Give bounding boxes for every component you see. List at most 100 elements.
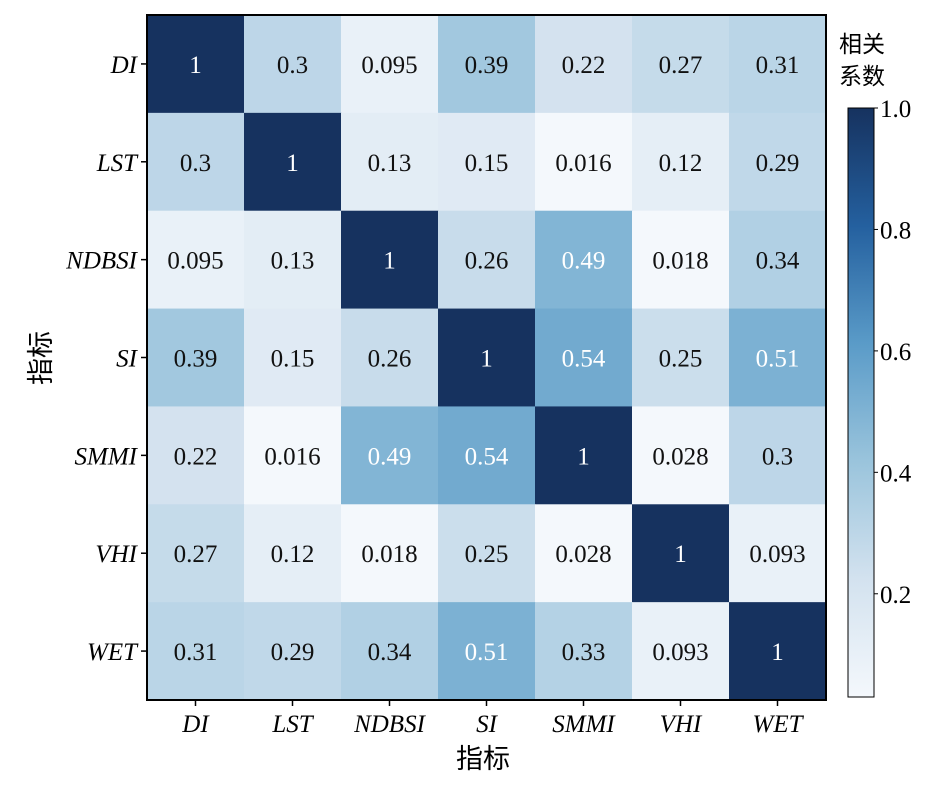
cell-value-label: 0.49 <box>562 248 606 275</box>
y-tick-label: NDBSI <box>65 248 139 275</box>
heatmap-cell <box>341 308 439 407</box>
heatmap-cell <box>729 210 827 310</box>
heatmap-cell <box>535 15 633 114</box>
heatmap-cell <box>147 308 245 407</box>
cell-value-label: 0.15 <box>465 150 509 177</box>
cell-value-label: 0.39 <box>174 346 218 373</box>
cell-value-label: 0.22 <box>562 52 606 79</box>
heatmap-cell <box>535 504 633 603</box>
heatmap-cell <box>535 112 633 212</box>
colorbar-tick-label: 0.2 <box>880 582 911 609</box>
heatmap-cell <box>244 210 342 310</box>
heatmap-cell <box>341 112 439 212</box>
x-tick-label: SI <box>476 711 499 738</box>
x-tick-label: LST <box>271 711 314 738</box>
y-tick-label: VHI <box>95 541 138 568</box>
cell-value-label: 0.31 <box>174 639 218 666</box>
cell-value-label: 0.018 <box>652 248 708 275</box>
x-tick-label: NDBSI <box>353 711 427 738</box>
heatmap-cell <box>729 602 827 701</box>
heatmap-cell <box>244 406 342 505</box>
cell-value-label: 0.13 <box>368 150 412 177</box>
heatmap-cell <box>632 112 730 212</box>
heatmap-cell <box>632 210 730 310</box>
colorbar-tick-label: 0.6 <box>880 339 911 366</box>
y-tick-label: WET <box>87 639 139 666</box>
heatmap-cell <box>438 406 536 505</box>
heatmap-cell <box>147 15 245 114</box>
cell-value-label: 0.3 <box>277 52 308 79</box>
heatmap-cell <box>438 112 536 212</box>
heatmap-cell <box>341 406 439 505</box>
cell-value-label: 0.095 <box>167 248 223 275</box>
heatmap-cell <box>632 406 730 505</box>
heatmap-cell <box>632 308 730 407</box>
cell-value-label: 0.25 <box>659 346 703 373</box>
heatmap-cell <box>535 406 633 505</box>
heatmap-cell <box>147 210 245 310</box>
heatmap-cell <box>147 112 245 212</box>
cell-value-label: 0.22 <box>174 443 218 470</box>
cell-value-label: 1 <box>286 150 299 177</box>
cell-value-label: 0.26 <box>465 248 509 275</box>
cell-value-label: 0.26 <box>368 346 412 373</box>
cell-value-label: 0.27 <box>659 52 703 79</box>
x-tick-labels: DI LST NDBSI SI SMMI VHI WET <box>181 700 805 738</box>
cell-value-label: 0.54 <box>465 443 509 470</box>
y-tick-label: LST <box>96 150 139 177</box>
y-axis-label: 指标 <box>26 331 57 385</box>
cell-value-label: 0.29 <box>756 150 800 177</box>
colorbar-ticks: 0.2 0.4 0.6 0.8 1.0 <box>874 96 912 609</box>
x-tick-label: SMMI <box>552 711 616 738</box>
cell-value-label: 1 <box>771 639 784 666</box>
cell-value-label: 0.51 <box>756 346 800 373</box>
cell-value-label: 1 <box>189 52 202 79</box>
heatmap-cell <box>244 15 342 114</box>
heatmap-cell <box>438 602 536 701</box>
cell-value-label: 0.33 <box>562 639 606 666</box>
y-tick-label: DI <box>110 52 139 79</box>
cell-value-label: 0.15 <box>271 346 315 373</box>
x-tick-label: WET <box>753 711 805 738</box>
cell-value-label: 1 <box>480 346 493 373</box>
heatmap-cell <box>729 308 827 407</box>
heatmap-cell <box>535 602 633 701</box>
heatmap-cell <box>244 308 342 407</box>
colorbar-tick-label: 0.8 <box>880 217 911 244</box>
cell-value-label: 0.54 <box>562 346 606 373</box>
cell-value-label: 0.29 <box>271 639 315 666</box>
cell-value-label: 0.093 <box>749 541 805 568</box>
cell-value-label: 0.016 <box>555 150 611 177</box>
heatmap-cell <box>341 210 439 310</box>
heatmap-cell <box>147 602 245 701</box>
cell-value-label: 0.3 <box>762 443 793 470</box>
heatmap-cell <box>632 15 730 114</box>
y-tick-label: SI <box>116 346 139 373</box>
heatmap-cell <box>244 112 342 212</box>
cell-value-label: 0.018 <box>361 541 417 568</box>
heatmap-cell <box>438 15 536 114</box>
cell-value-label: 0.34 <box>368 639 412 666</box>
colorbar-tick-label: 0.4 <box>880 460 912 487</box>
heatmap-cell <box>147 504 245 603</box>
cell-value-label: 0.3 <box>180 150 211 177</box>
heatmap-cell <box>729 15 827 114</box>
heatmap-cell <box>535 308 633 407</box>
cell-value-label: 0.51 <box>465 639 509 666</box>
cell-value-label: 0.095 <box>361 52 417 79</box>
colorbar-tick-label: 1.0 <box>880 96 911 123</box>
heatmap-cell <box>147 406 245 505</box>
y-tick-label: SMMI <box>75 443 139 470</box>
heatmap-cell <box>341 602 439 701</box>
heatmap-cell <box>729 406 827 505</box>
y-tick-labels: DI LST NDBSI SI SMMI VHI WET <box>65 52 147 666</box>
cell-value-label: 0.028 <box>652 443 708 470</box>
cell-value-label: 0.25 <box>465 541 509 568</box>
cell-value-label: 0.028 <box>555 541 611 568</box>
cell-value-label: 0.31 <box>756 52 800 79</box>
heatmap-cell <box>632 602 730 701</box>
heatmap-cell <box>632 504 730 603</box>
heatmap-cell <box>729 112 827 212</box>
cell-value-label: 0.093 <box>652 639 708 666</box>
